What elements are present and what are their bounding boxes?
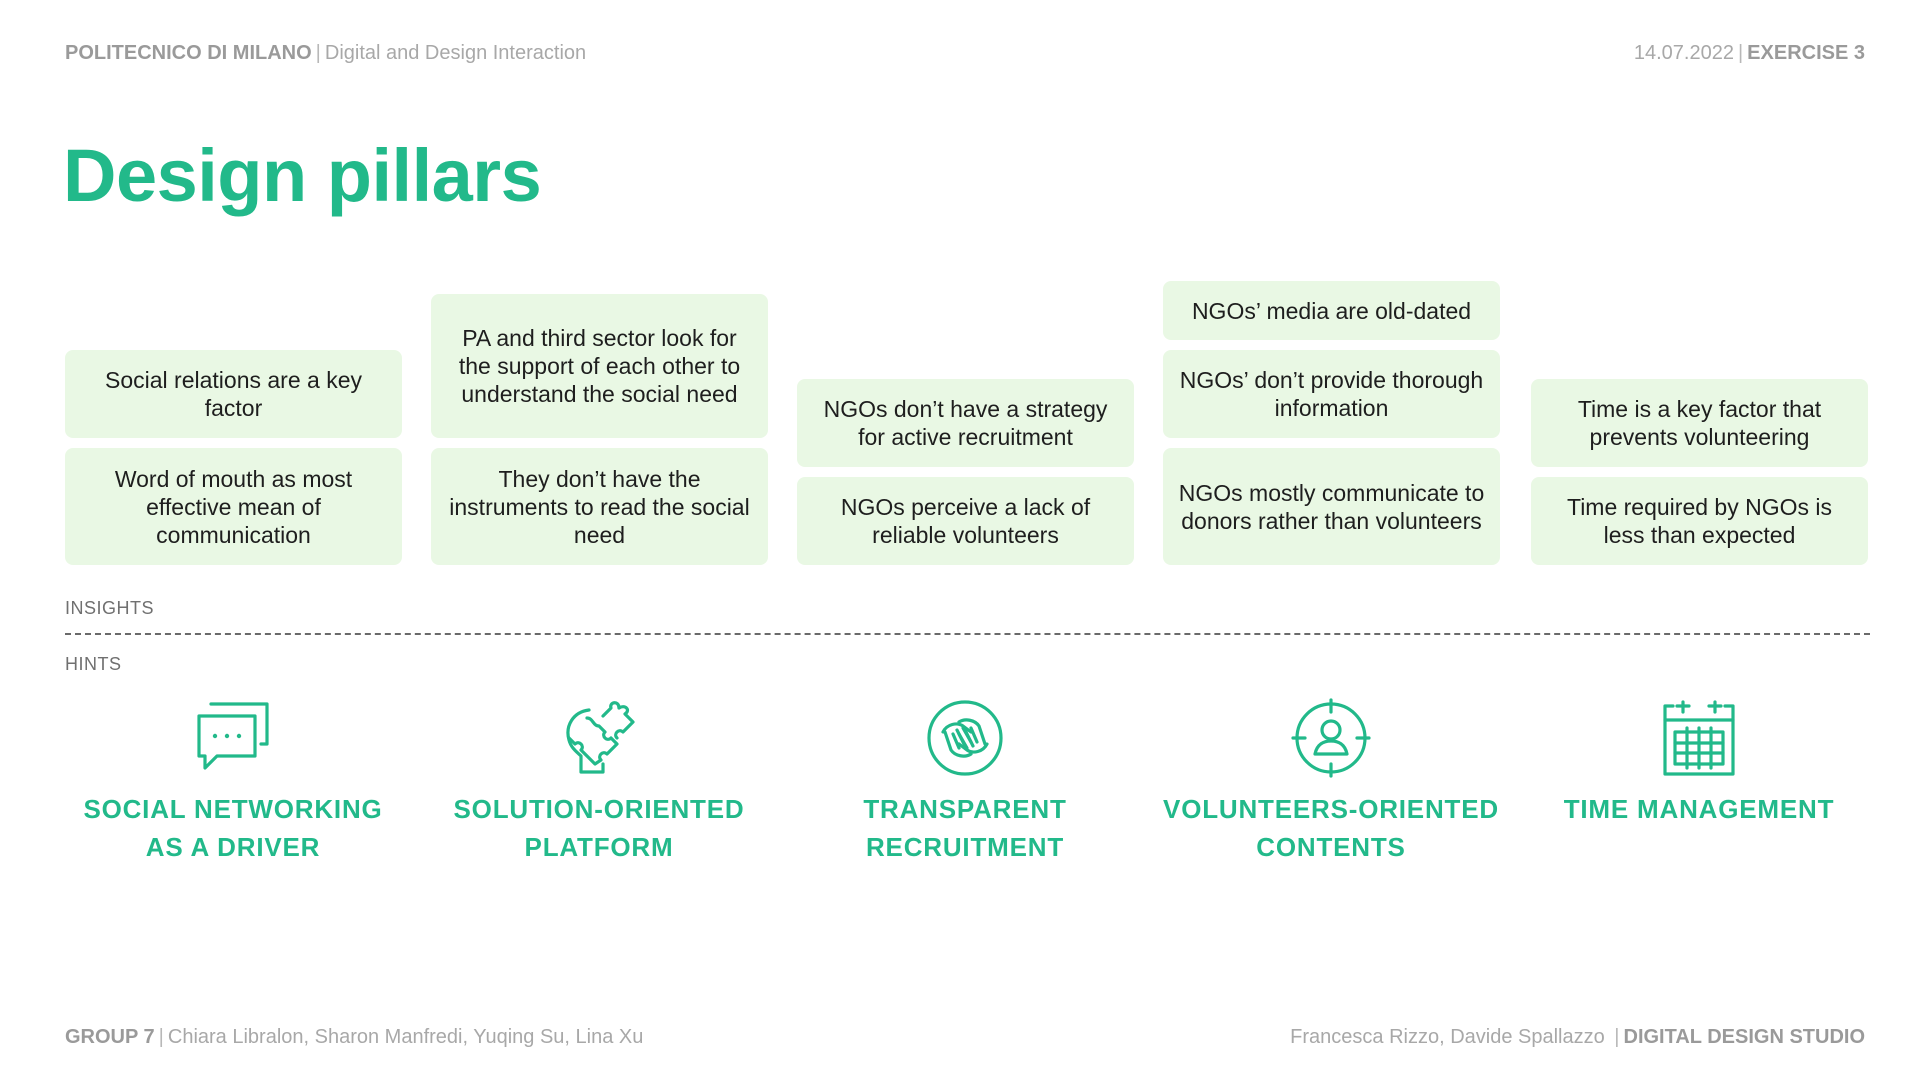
insights-label: INSIGHTS [65, 598, 155, 618]
insight-card: PA and third sector look for the support… [431, 294, 768, 438]
insight-card: Social relations are a key factor [65, 350, 402, 438]
hint-label-line: SOCIAL NETWORKING [83, 794, 383, 824]
hint-volunteers-oriented: VOLUNTEERS-ORIENTED CONTENTS [1151, 698, 1511, 866]
chat-bubbles-icon [197, 702, 269, 770]
hint-label-line: VOLUNTEERS-ORIENTED [1163, 794, 1499, 824]
footer-left: GROUP 7 | Chiara Libralon, Sharon Manfredi… [65, 1026, 643, 1049]
insight-card: Time is a key factor that prevents volun… [1531, 379, 1868, 467]
studio-name: DIGITAL DESIGN STUDIO [1623, 1026, 1866, 1048]
insight-card: They don’t have the instruments to read … [431, 448, 768, 565]
hint-label: TRANSPARENT RECRUITMENT [863, 790, 1066, 866]
insight-card: NGOs perceive a lack of reliable volunte… [797, 477, 1134, 565]
hints-label: HINTS [65, 654, 122, 674]
insight-card: NGOs’ don’t provide thorough information [1163, 350, 1500, 438]
calendar-icon [1663, 700, 1735, 776]
page-title: Design pillars [63, 134, 542, 217]
insight-card: Word of mouth as most effective mean of … [65, 448, 402, 565]
hint-label-line: AS A DRIVER [145, 832, 321, 862]
insight-column-5: Time is a key factor that prevents volun… [1531, 379, 1868, 565]
separator: | [1608, 1026, 1620, 1048]
hint-label-line: PLATFORM [524, 832, 674, 862]
separator: | [1737, 42, 1744, 64]
separator: | [158, 1026, 164, 1048]
insight-card: NGOs mostly communicate to donors rather… [1163, 448, 1500, 565]
group-members: Chiara Libralon, Sharon Manfredi, Yuqing… [167, 1026, 644, 1048]
hint-label-line: RECRUITMENT [865, 832, 1064, 862]
university-name: POLITECNICO DI MILANO [65, 42, 312, 64]
hint-label: SOCIAL NETWORKING AS A DRIVER [83, 790, 382, 866]
insight-column-2: PA and third sector look for the support… [431, 294, 768, 565]
target-user-icon [1291, 698, 1371, 778]
professors: Francesca Rizzo, Davide Spallazzo [1290, 1026, 1605, 1048]
hint-label-line: SOLUTION-ORIENTED [453, 794, 745, 824]
hint-time-management: TIME MANAGEMENT [1519, 698, 1879, 828]
hint-label: TIME MANAGEMENT [1564, 790, 1835, 828]
hint-label: VOLUNTEERS-ORIENTED CONTENTS [1163, 790, 1499, 866]
date: 14.07.2022 [1633, 42, 1734, 64]
handshake-icon [927, 700, 1003, 776]
course-name: Digital and Design Interaction [324, 42, 587, 64]
group-label: GROUP 7 [65, 1026, 155, 1048]
footer-right: Francesca Rizzo, Davide Spallazzo | DIGIT… [1290, 1026, 1865, 1049]
hint-transparent-recruitment: TRANSPARENT RECRUITMENT [785, 698, 1145, 866]
hint-label-line: TRANSPARENT [863, 794, 1067, 824]
hint-social-networking: SOCIAL NETWORKING AS A DRIVER [53, 698, 413, 866]
insight-card: NGOs don’t have a strategy for active re… [797, 379, 1134, 467]
insight-column-4: NGOs’ media are old-dated NGOs’ don’t pr… [1163, 281, 1500, 565]
hint-label: SOLUTION-ORIENTED PLATFORM [454, 790, 745, 866]
header-left: POLITECNICO DI MILANO | Digital and Design… [65, 42, 586, 65]
insight-column-1: Social relations are a key factor Word o… [65, 350, 402, 565]
exercise-label: EXERCISE 3 [1747, 42, 1865, 64]
insight-column-3: NGOs don’t have a strategy for active re… [797, 379, 1134, 565]
header-right: 14.07.2022 | EXERCISE 3 [1634, 42, 1865, 65]
hint-label-line: CONTENTS [1256, 832, 1406, 862]
insight-card: Time required by NGOs is less than expec… [1531, 477, 1868, 565]
hint-solution-oriented: SOLUTION-ORIENTED PLATFORM [419, 698, 779, 866]
separator: | [315, 42, 321, 64]
insight-card: NGOs’ media are old-dated [1163, 281, 1500, 340]
hint-label-line: TIME MANAGEMENT [1563, 794, 1835, 824]
divider [65, 633, 1870, 635]
head-puzzle-icon [566, 701, 635, 774]
